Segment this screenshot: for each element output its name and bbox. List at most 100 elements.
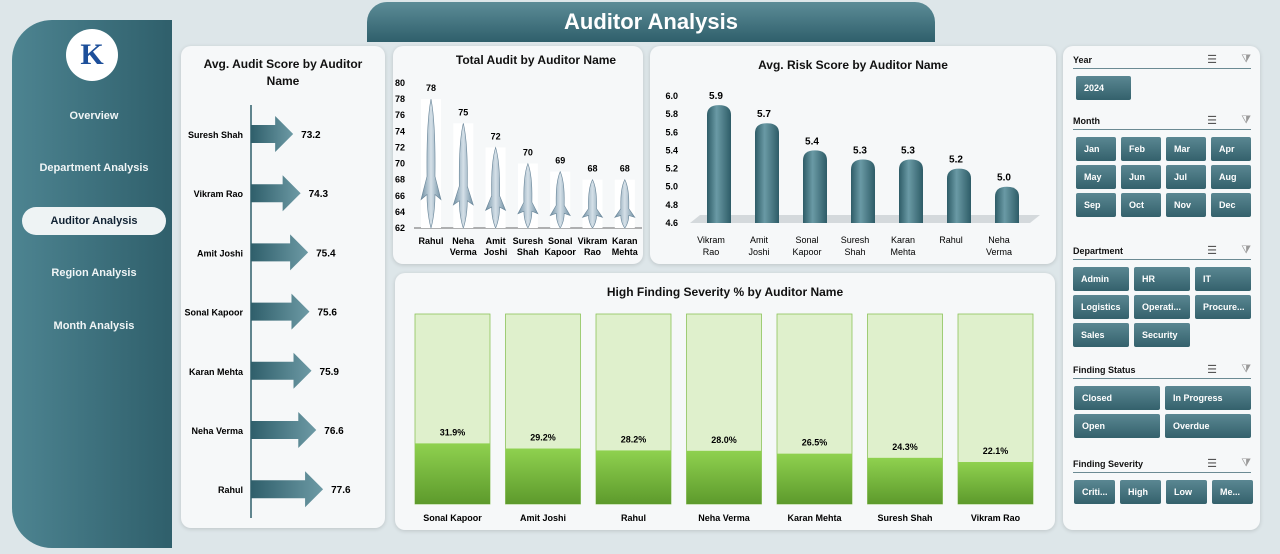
data-label: 5.4: [805, 136, 819, 147]
y-tick-label: 4.6: [665, 218, 678, 228]
slicer-item[interactable]: Dec: [1211, 193, 1251, 217]
y-tick-label: 64: [395, 207, 405, 217]
slicer-item[interactable]: Sep: [1076, 193, 1116, 217]
category-label: Vikram: [578, 236, 608, 246]
category-label: Shah: [844, 247, 865, 257]
data-label: 73.2: [301, 130, 321, 141]
slicer-item[interactable]: Me...: [1212, 480, 1253, 504]
category-label: Karan Mehta: [189, 367, 244, 377]
slicer-item[interactable]: Operati...: [1134, 295, 1190, 319]
category-label: Verma: [450, 247, 478, 257]
slicer-item[interactable]: Oct: [1121, 193, 1161, 217]
data-label: 78: [426, 83, 436, 93]
multi-select-icon[interactable]: ☰: [1207, 245, 1217, 257]
y-tick-label: 5.8: [665, 109, 678, 119]
slicer-item[interactable]: Jan: [1076, 137, 1116, 161]
multi-select-icon[interactable]: ☰: [1207, 54, 1217, 66]
cylinder-bar: [707, 105, 731, 223]
category-label: Verma: [986, 247, 1012, 257]
y-tick-label: 5.6: [665, 127, 678, 137]
slicer-item[interactable]: Criti...: [1074, 480, 1115, 504]
slicer-item[interactable]: IT: [1195, 267, 1251, 291]
category-label: Suresh Shah: [188, 130, 243, 140]
data-label: 26.5%: [802, 438, 828, 448]
category-label: Rao: [703, 247, 720, 257]
chart-title: High Finding Severity % by Auditor Name: [606, 285, 844, 299]
multi-select-icon[interactable]: ☰: [1207, 115, 1217, 127]
category-label: Vikram Rao: [194, 189, 244, 199]
slicer-item[interactable]: Admin: [1073, 267, 1129, 291]
y-tick-label: 78: [395, 94, 405, 104]
data-label: 72: [491, 131, 501, 141]
clear-filter-icon[interactable]: ⧩: [1241, 363, 1251, 375]
bar-fill: [415, 443, 490, 504]
slicer-item[interactable]: Jun: [1121, 165, 1161, 189]
slicer-item[interactable]: Open: [1074, 414, 1160, 438]
y-tick-label: 5.0: [665, 182, 678, 192]
slicer-label: Department: [1073, 246, 1124, 256]
nav-overview[interactable]: Overview: [69, 110, 119, 122]
arrow-bar: [251, 293, 310, 330]
rocket-bar: [485, 146, 507, 229]
slicer-item[interactable]: HR: [1134, 267, 1190, 291]
clear-filter-icon[interactable]: ⧩: [1241, 53, 1251, 65]
category-label: Sonal Kapoor: [423, 513, 482, 523]
category-label: Rahul: [621, 513, 646, 523]
slicer-label: Year: [1073, 55, 1093, 65]
category-label: Vikram Rao: [971, 513, 1021, 523]
cylinder-bar: [995, 186, 1019, 223]
slicer-item[interactable]: Low: [1166, 480, 1207, 504]
slicer-item[interactable]: Apr: [1211, 137, 1251, 161]
slicer-item[interactable]: Sales: [1073, 323, 1129, 347]
y-tick-label: 5.4: [665, 145, 678, 155]
data-label: 5.7: [757, 109, 771, 120]
slicer-item[interactable]: Nov: [1166, 193, 1206, 217]
slicer-item[interactable]: High: [1120, 480, 1161, 504]
slicer-item[interactable]: Feb: [1121, 137, 1161, 161]
bar-fill: [686, 450, 762, 504]
y-tick-label: 72: [395, 142, 405, 152]
y-tick-label: 76: [395, 110, 405, 120]
category-label: Suresh: [513, 236, 544, 246]
category-label: Sonal Kapoor: [184, 308, 243, 318]
multi-select-icon[interactable]: ☰: [1207, 364, 1217, 376]
slicer-item[interactable]: May: [1076, 165, 1116, 189]
slicer-item[interactable]: Mar: [1166, 137, 1206, 161]
nav-region-analysis[interactable]: Region Analysis: [51, 267, 137, 279]
slicer-item[interactable]: Jul: [1166, 165, 1206, 189]
slicer-item[interactable]: Closed: [1074, 386, 1160, 410]
nav-auditor-analysis[interactable]: Auditor Analysis: [22, 207, 166, 235]
data-label: 24.3%: [892, 442, 918, 452]
clear-filter-icon[interactable]: ⧩: [1241, 244, 1251, 256]
category-label: Rao: [584, 247, 602, 257]
cylinder-bar: [947, 168, 971, 223]
data-label: 5.3: [853, 146, 867, 157]
data-label: 29.2%: [530, 433, 556, 443]
slicer-item[interactable]: Security: [1134, 323, 1190, 347]
slicer-item[interactable]: In Progress: [1165, 386, 1251, 410]
clear-filter-icon[interactable]: ⧩: [1241, 114, 1251, 126]
data-label: 68: [587, 164, 597, 174]
slicer-item[interactable]: Procure...: [1195, 295, 1251, 319]
multi-select-icon[interactable]: ☰: [1207, 458, 1217, 470]
category-label: Neha Verma: [191, 426, 244, 436]
nav-month-analysis[interactable]: Month Analysis: [53, 320, 135, 332]
slicer-item[interactable]: Overdue: [1165, 414, 1251, 438]
slicer-item[interactable]: Aug: [1211, 165, 1251, 189]
category-label: Suresh Shah: [877, 513, 932, 523]
category-label: Sonal: [795, 235, 818, 245]
sidebar: [12, 20, 172, 548]
slicer-item[interactable]: Logistics: [1073, 295, 1129, 319]
data-label: 74.3: [309, 189, 329, 200]
category-label: Suresh: [841, 235, 870, 245]
category-label: Rahul: [218, 485, 243, 495]
clear-filter-icon[interactable]: ⧩: [1241, 457, 1251, 469]
category-label: Amit: [486, 236, 506, 246]
category-label: Kapoor: [792, 247, 821, 257]
y-tick-label: 62: [395, 223, 405, 233]
nav-department-analysis[interactable]: Department Analysis: [39, 162, 149, 174]
logo: K: [66, 29, 118, 81]
slicer-item[interactable]: 2024: [1076, 76, 1131, 100]
category-label: Amit Joshi: [520, 513, 566, 523]
